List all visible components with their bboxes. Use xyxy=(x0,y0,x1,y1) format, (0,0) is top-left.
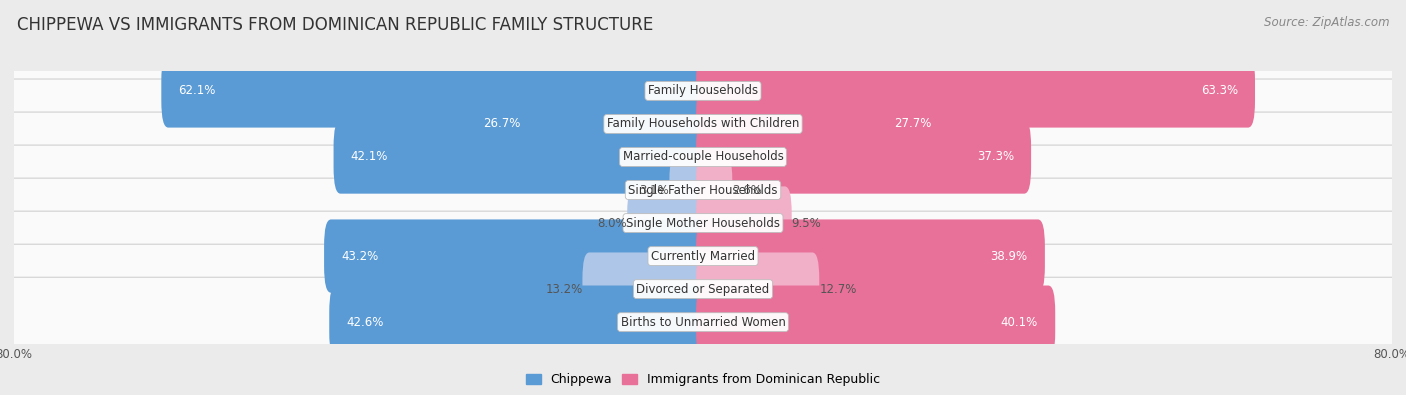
FancyBboxPatch shape xyxy=(696,286,1056,359)
FancyBboxPatch shape xyxy=(6,244,1400,334)
Text: Single Mother Households: Single Mother Households xyxy=(626,216,780,229)
FancyBboxPatch shape xyxy=(696,153,733,227)
Text: Single Father Households: Single Father Households xyxy=(628,184,778,197)
FancyBboxPatch shape xyxy=(627,186,710,260)
FancyBboxPatch shape xyxy=(6,211,1400,301)
Text: 9.5%: 9.5% xyxy=(792,216,821,229)
Text: 63.3%: 63.3% xyxy=(1201,85,1237,98)
Text: 62.1%: 62.1% xyxy=(179,85,217,98)
Text: Divorced or Separated: Divorced or Separated xyxy=(637,283,769,295)
Text: 43.2%: 43.2% xyxy=(342,250,378,263)
FancyBboxPatch shape xyxy=(696,220,1045,293)
FancyBboxPatch shape xyxy=(333,120,710,194)
FancyBboxPatch shape xyxy=(696,120,1031,194)
FancyBboxPatch shape xyxy=(696,87,949,161)
Text: 26.7%: 26.7% xyxy=(484,117,520,130)
FancyBboxPatch shape xyxy=(6,79,1400,169)
Text: Married-couple Households: Married-couple Households xyxy=(623,150,783,164)
Text: 2.6%: 2.6% xyxy=(733,184,762,197)
FancyBboxPatch shape xyxy=(6,145,1400,235)
FancyBboxPatch shape xyxy=(696,54,1256,128)
Text: Births to Unmarried Women: Births to Unmarried Women xyxy=(620,316,786,329)
FancyBboxPatch shape xyxy=(669,153,710,227)
Text: Source: ZipAtlas.com: Source: ZipAtlas.com xyxy=(1264,16,1389,29)
FancyBboxPatch shape xyxy=(329,286,710,359)
FancyBboxPatch shape xyxy=(696,252,820,326)
FancyBboxPatch shape xyxy=(582,252,710,326)
Text: 13.2%: 13.2% xyxy=(546,283,582,295)
Text: 12.7%: 12.7% xyxy=(820,283,856,295)
FancyBboxPatch shape xyxy=(6,112,1400,202)
FancyBboxPatch shape xyxy=(162,54,710,128)
Text: CHIPPEWA VS IMMIGRANTS FROM DOMINICAN REPUBLIC FAMILY STRUCTURE: CHIPPEWA VS IMMIGRANTS FROM DOMINICAN RE… xyxy=(17,16,654,34)
FancyBboxPatch shape xyxy=(6,46,1400,136)
Legend: Chippewa, Immigrants from Dominican Republic: Chippewa, Immigrants from Dominican Repu… xyxy=(526,373,880,386)
Text: 40.1%: 40.1% xyxy=(1001,316,1038,329)
Text: 27.7%: 27.7% xyxy=(894,117,931,130)
Text: 42.1%: 42.1% xyxy=(350,150,388,164)
Text: Currently Married: Currently Married xyxy=(651,250,755,263)
FancyBboxPatch shape xyxy=(323,220,710,293)
Text: Family Households: Family Households xyxy=(648,85,758,98)
FancyBboxPatch shape xyxy=(467,87,710,161)
FancyBboxPatch shape xyxy=(6,277,1400,367)
Text: 37.3%: 37.3% xyxy=(977,150,1014,164)
Text: 42.6%: 42.6% xyxy=(346,316,384,329)
Text: 8.0%: 8.0% xyxy=(598,216,627,229)
FancyBboxPatch shape xyxy=(6,178,1400,268)
Text: Family Households with Children: Family Households with Children xyxy=(607,117,799,130)
Text: 3.1%: 3.1% xyxy=(640,184,669,197)
FancyBboxPatch shape xyxy=(696,186,792,260)
Text: 38.9%: 38.9% xyxy=(991,250,1028,263)
